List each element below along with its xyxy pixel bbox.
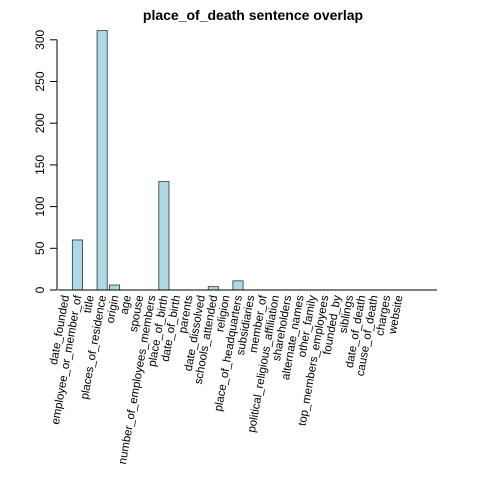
- bar-place-of-birth: [158, 181, 170, 291]
- category-label: age: [119, 294, 134, 315]
- y-tick-label: 50: [33, 241, 47, 255]
- y-tick-label: 250: [33, 71, 47, 91]
- y-tick-label: 150: [33, 155, 47, 175]
- y-tick-label: 0: [33, 286, 47, 293]
- chart-title: place_of_death sentence overlap: [143, 7, 363, 23]
- bar-places-of-residence: [96, 30, 108, 291]
- y-tick-label: 300: [33, 29, 47, 49]
- bar-place-of-headquarters: [232, 280, 244, 291]
- category-label: origin: [105, 294, 122, 324]
- bar-employee-or-member-of: [71, 239, 83, 291]
- bar-origin: [109, 284, 121, 291]
- y-axis: 0 50 100 150 200 250 300: [33, 29, 58, 293]
- y-tick-label: 200: [33, 113, 47, 133]
- bar-schools-attended: [207, 286, 219, 291]
- category-label: title: [82, 294, 97, 314]
- category-labels: date_foundedemployee_or_member_oftitlepl…: [48, 294, 405, 466]
- y-tick-label: 100: [33, 196, 47, 216]
- bars: [71, 30, 244, 291]
